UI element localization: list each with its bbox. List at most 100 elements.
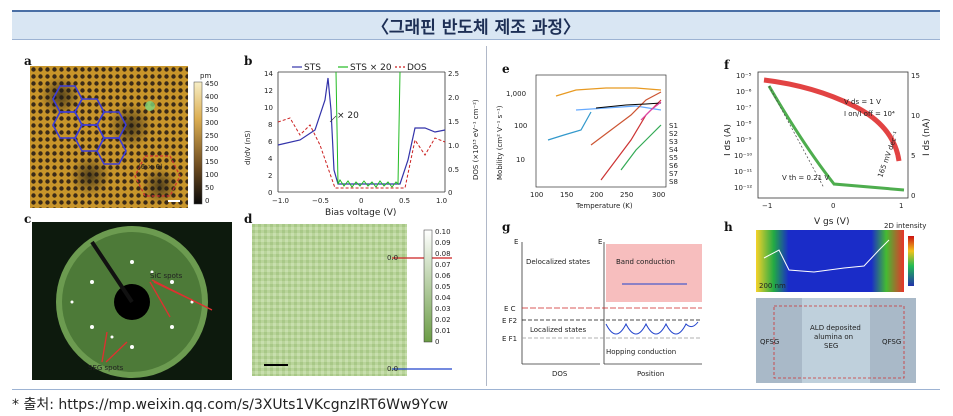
b-xtick: −0.5 — [312, 197, 329, 205]
f-ytick-left: 10⁻¹¹ — [734, 168, 752, 176]
panel-g-label: g — [502, 220, 511, 234]
d-tick: 0.09 — [435, 239, 451, 247]
d-tick: 0.03 — [435, 305, 451, 313]
e-legend-s8: S8 — [669, 178, 678, 186]
panel-d-label: d — [244, 212, 253, 226]
f-ylabel-left: I ds (A) — [724, 124, 733, 156]
panel-g-diagram: E E Band conduction Delocalized states E… — [502, 238, 702, 378]
b-ytick-right: 1.0 — [448, 142, 459, 150]
f-text-vds: V ds = 1 V — [844, 98, 881, 106]
e-xtick: 200 — [590, 191, 603, 199]
g-e2: E — [598, 238, 602, 246]
b-ytick: 6 — [268, 138, 273, 146]
e-legend-s5: S5 — [669, 154, 678, 162]
panel-a-tick: 0 — [205, 197, 209, 205]
b-ytick: 2 — [268, 172, 272, 180]
e-legend-s1: S1 — [669, 122, 678, 130]
f-ytick-left: 10⁻⁷ — [736, 104, 752, 112]
figure-title: 〈그래핀 반도체 제조 과정〉 — [371, 18, 581, 38]
h-center-text-1: ALD deposited — [810, 324, 861, 332]
panel-e-chart: 10 100 1,000 100 150 200 250 300 Tempera… — [496, 74, 678, 210]
h-intensity-label: 2D intensity — [884, 222, 926, 230]
g-ef1: E F1 — [502, 335, 517, 343]
panel-b-chart: STS STS × 20 DOS × 20 0 2 4 6 8 10 12 14… — [244, 63, 480, 218]
d-tick: 0.07 — [435, 261, 451, 269]
d-tick: 0 — [435, 338, 439, 346]
h-left-text: QFSG — [760, 338, 779, 346]
panel-d-marker-bottom: 0.0 — [387, 365, 398, 373]
panel-a-tick: 50 — [205, 184, 214, 192]
b-ytick-right: 2.0 — [448, 94, 459, 102]
panel-a-tick: 150 — [205, 158, 218, 166]
legend-dos: DOS — [407, 63, 427, 73]
b-ytick-right: 1.5 — [448, 118, 459, 126]
g-xlabel2: Position — [637, 370, 664, 378]
sts-x20-curve — [335, 71, 401, 188]
h-center-text-3: SEG — [824, 342, 838, 350]
g-deloc-text: Delocalized states — [526, 258, 590, 266]
g-band-text: Band conduction — [616, 258, 675, 266]
b-xlabel: Bias voltage (V) — [325, 208, 396, 218]
panel-f-chart: V ds = 1 V I on/I off = 10⁴ V th = 0.21 … — [724, 71, 932, 227]
h-scale: 200 nm — [759, 282, 786, 290]
panel-c-text-sic: SiC spots — [150, 272, 183, 280]
f-ytick-right: 5 — [911, 152, 915, 160]
e-xtick: 250 — [620, 191, 633, 199]
legend-sts-x20: STS × 20 — [350, 63, 392, 73]
panel-a-inset-text: (6 × 6) ᵣ — [138, 163, 167, 171]
f-ytick-left: 10⁻⁵ — [736, 72, 752, 80]
panel-b-annotation: × 20 — [337, 111, 359, 121]
b-ytick: 12 — [264, 87, 273, 95]
e-legend-s3: S3 — [669, 138, 678, 146]
f-ytick-right: 15 — [911, 72, 920, 80]
e-ylabel: Mobility (cm² V⁻¹ s⁻¹) — [496, 105, 504, 180]
d-tick: 0.05 — [435, 283, 451, 291]
e-ytick: 100 — [514, 122, 527, 130]
panel-a-tick: 100 — [205, 171, 218, 179]
panel-b-label: b — [244, 54, 253, 68]
f-ytick-right: 10 — [911, 112, 920, 120]
panel-h-image: 200 nm 2D intensity QFSG QFSG ALD deposi… — [756, 222, 926, 383]
b-xtick: 1.0 — [436, 197, 447, 205]
f-ytick-left: 10⁻¹⁰ — [734, 152, 752, 160]
sts-curve — [277, 77, 446, 185]
d-tick: 0.01 — [435, 327, 451, 335]
f-text-onoff: I on/I off = 10⁴ — [844, 110, 895, 118]
e-legend-s4: S4 — [669, 146, 678, 154]
panel-a-tick: 250 — [205, 132, 218, 140]
e-xtick: 100 — [530, 191, 543, 199]
b-ytick: 8 — [268, 121, 272, 129]
b-ytick: 10 — [264, 104, 273, 112]
g-hop-text: Hopping conduction — [606, 348, 676, 356]
b-ytick: 0 — [268, 189, 272, 197]
b-xtick: 0.5 — [399, 197, 410, 205]
b-ytick-right: 2.5 — [448, 70, 459, 78]
f-ytick-left: 10⁻⁹ — [736, 136, 752, 144]
h-center-text-2: alumina on — [814, 333, 853, 341]
d-tick: 0.02 — [435, 316, 451, 324]
f-xtick: 1 — [899, 202, 903, 210]
panel-e-label: e — [502, 62, 510, 76]
panel-f-label: f — [724, 58, 730, 72]
d-tick: 0.08 — [435, 250, 451, 258]
f-xlabel: V gs (V) — [814, 217, 849, 227]
h-right-text: QFSG — [882, 338, 901, 346]
panel-c-text-seg: SEG spots — [88, 364, 124, 372]
b-ytick-right: 0.5 — [448, 166, 459, 174]
panel-c-label: c — [24, 212, 32, 226]
panel-a-stm-image: (6 × 6) ᵣ pm 450 400 350 300 250 200 150… — [30, 66, 218, 208]
source-citation: * 출처: https://mp.weixin.qq.com/s/3XUts1V… — [12, 397, 449, 413]
e-legend-s2: S2 — [669, 130, 678, 138]
e-legend-s6: S6 — [669, 162, 678, 170]
legend-sts: STS — [304, 63, 321, 73]
b-ytick: 14 — [264, 70, 273, 78]
f-text-vth: V th = 0.21 V — [782, 174, 829, 182]
e-xlabel: Temperature (K) — [575, 202, 633, 210]
f-xtick: 0 — [831, 202, 835, 210]
panel-a-tick: 300 — [205, 119, 218, 127]
panel-h-label: h — [724, 220, 733, 234]
d-tick: 0.06 — [435, 272, 451, 280]
g-xlabel1: DOS — [552, 370, 568, 378]
b-ytick: 4 — [268, 155, 273, 163]
panel-b-legend: STS STS × 20 DOS — [292, 63, 427, 73]
